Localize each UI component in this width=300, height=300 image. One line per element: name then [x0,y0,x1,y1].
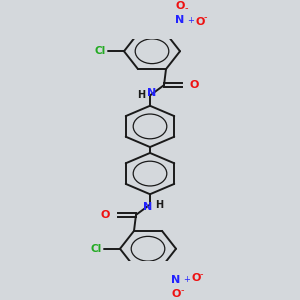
Text: H: H [155,200,163,209]
Text: O: O [192,273,201,284]
Text: O: O [171,289,181,299]
Text: -: - [200,269,203,279]
Text: O: O [190,80,200,90]
Text: +: + [183,275,190,284]
Text: O: O [175,1,185,11]
Text: N: N [171,275,181,285]
Text: Cl: Cl [91,244,102,254]
Text: O: O [100,210,110,220]
Text: Cl: Cl [95,46,106,56]
Text: H: H [137,91,145,100]
Text: O: O [196,16,206,27]
Text: N: N [143,202,153,212]
Text: -: - [180,285,184,295]
Text: +: + [187,16,194,25]
Text: -: - [184,3,188,13]
Text: N: N [176,15,184,25]
Text: -: - [204,12,208,22]
Text: N: N [147,88,157,98]
